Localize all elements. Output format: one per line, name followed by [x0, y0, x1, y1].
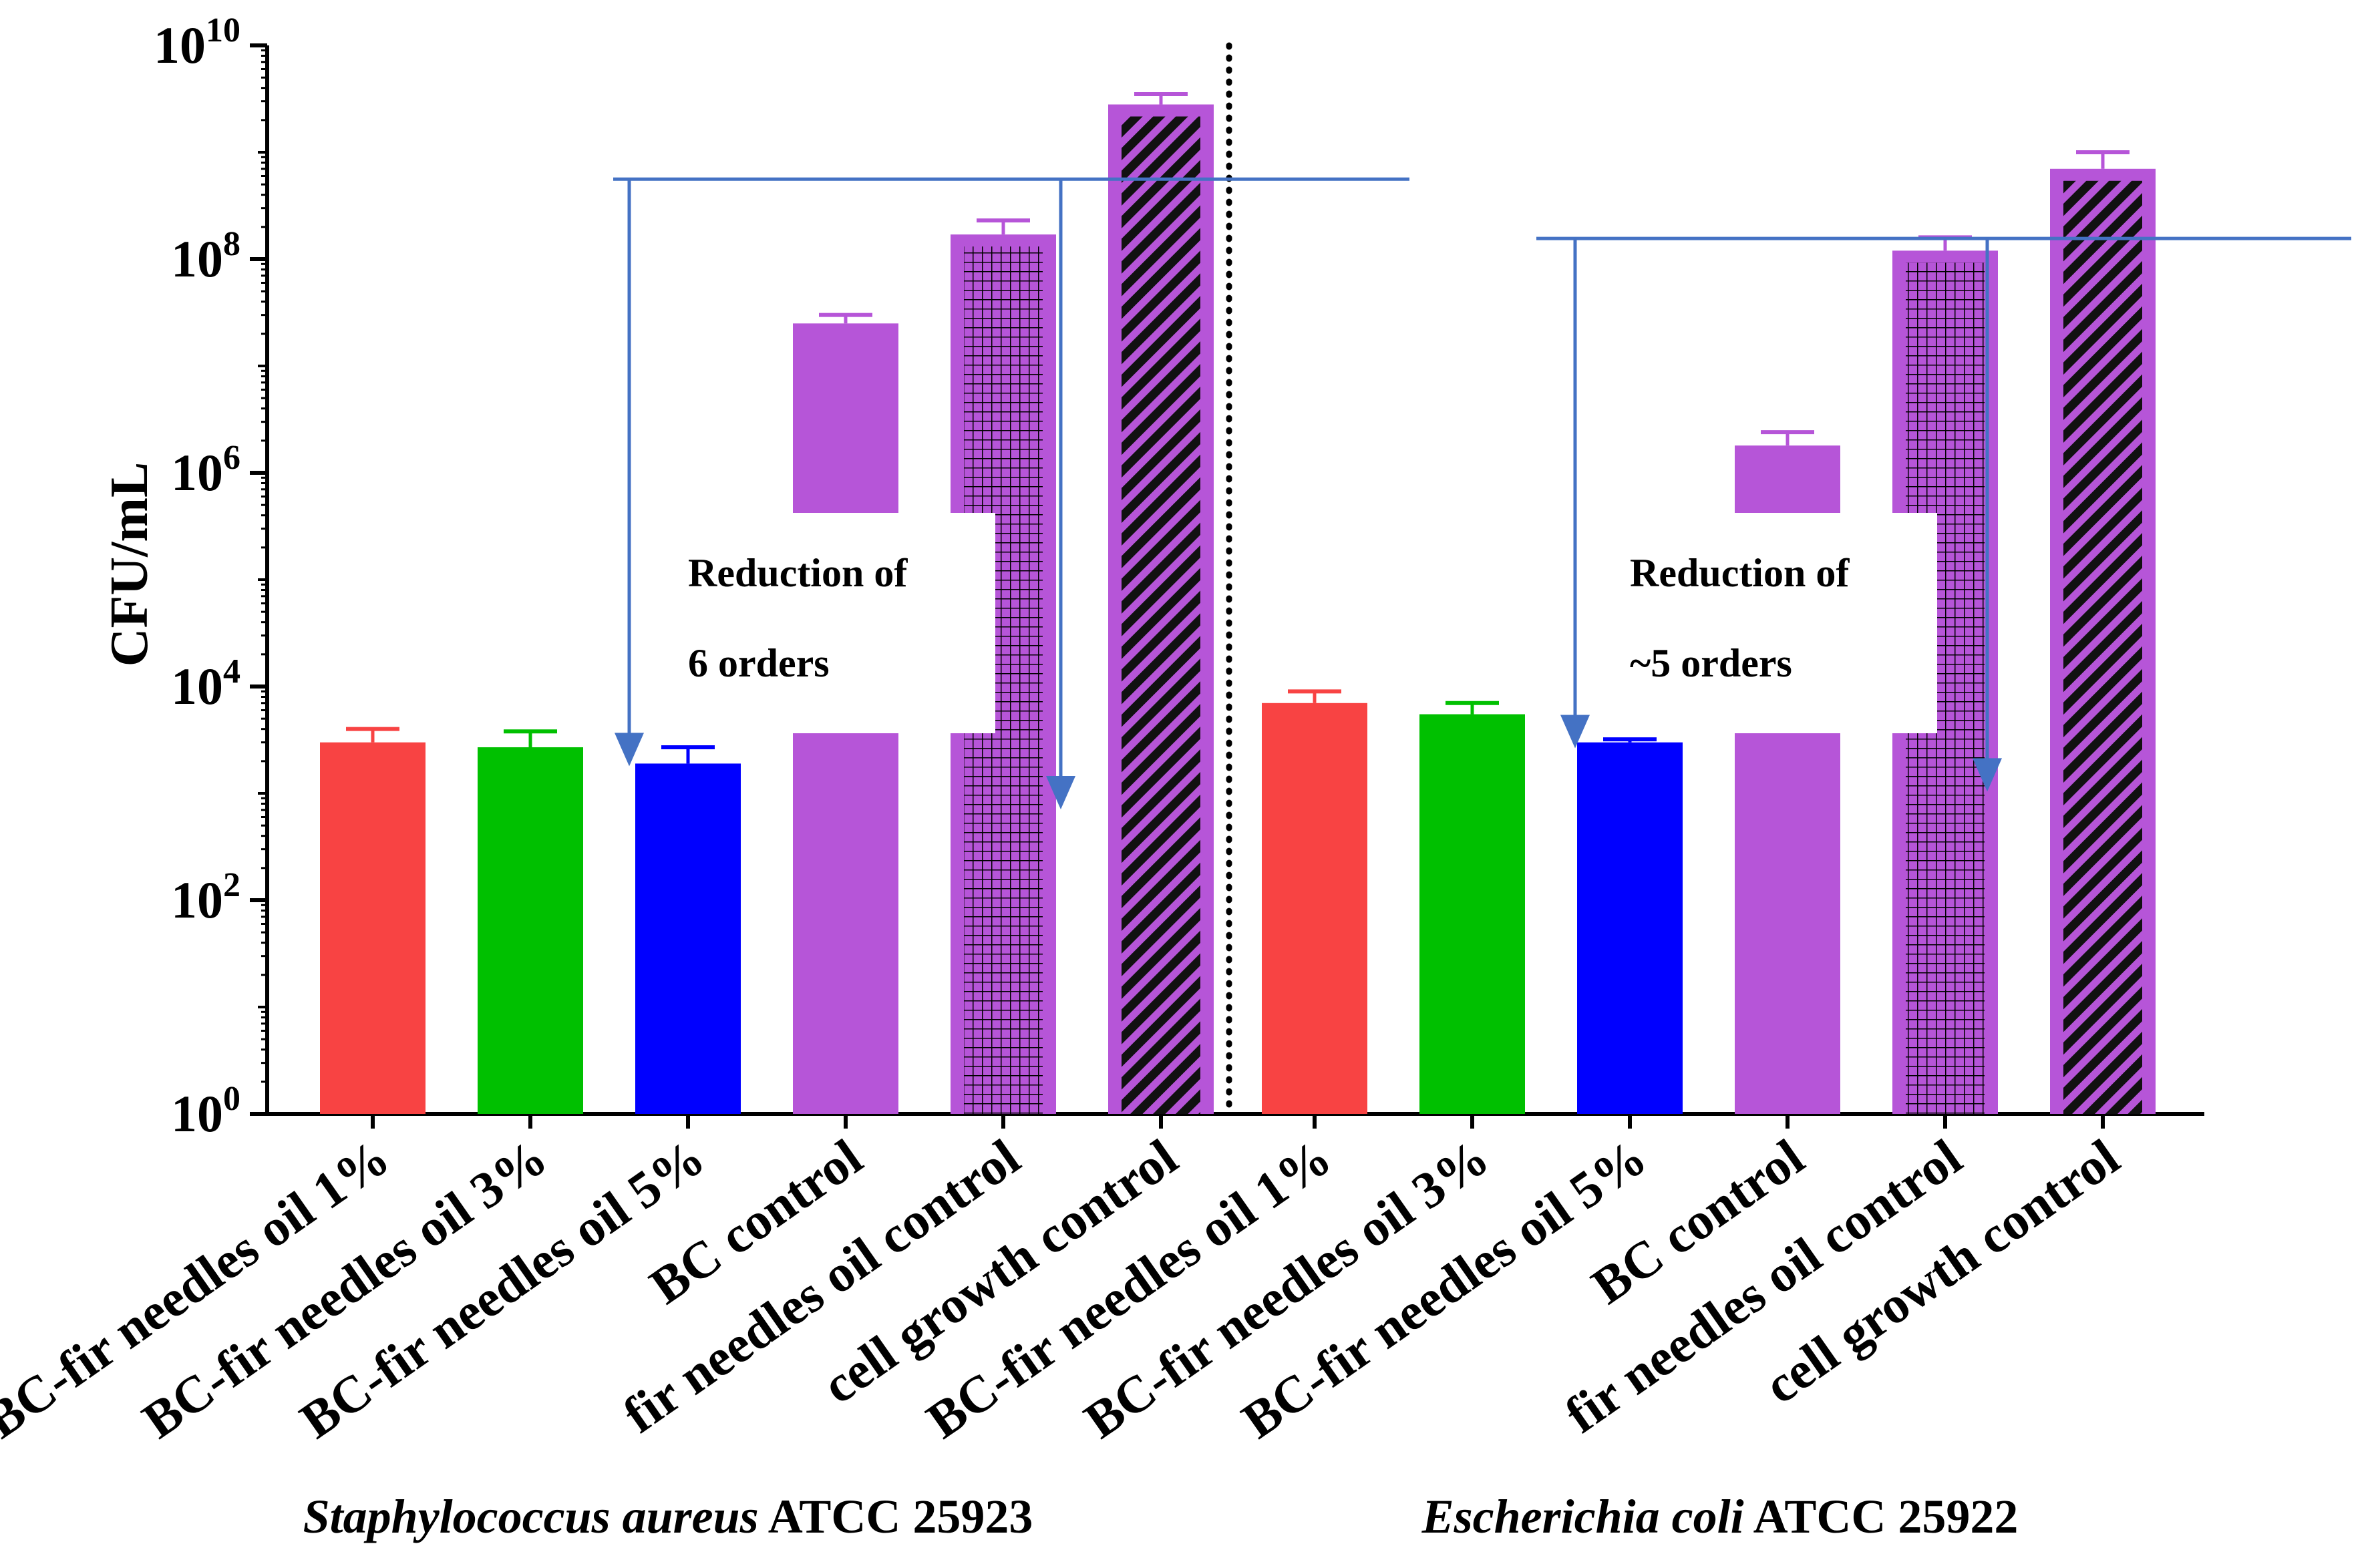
group-label-1-italic: Staphylococcus aureus	[303, 1490, 759, 1543]
annotation-box	[635, 513, 995, 733]
bar	[1577, 742, 1683, 1114]
reduction-arrow-head	[615, 733, 644, 767]
y-axis-title: CFU/mL	[100, 462, 159, 667]
bar	[320, 742, 426, 1114]
bar-hatch	[2063, 180, 2142, 1114]
group-label-2-rest: ATCC 25922	[1744, 1490, 2019, 1543]
annotation-box	[1576, 513, 1937, 733]
reduction-arrow-head	[1046, 775, 1075, 809]
y-tick-label: 100	[171, 1080, 240, 1143]
y-tick-label: 102	[171, 866, 240, 929]
y-tick-label: 108	[171, 225, 240, 288]
bar-hatch	[1122, 116, 1200, 1114]
annotation-line-1: Reduction of	[688, 551, 908, 595]
y-tick-label: 1010	[154, 11, 240, 74]
annotations-layer: Reduction of 6 orders Reduction of ~5 order…	[613, 177, 2351, 809]
bar	[1419, 714, 1525, 1114]
reduction-arrow-head	[1973, 758, 2002, 792]
bar	[478, 747, 583, 1114]
group-label-2: Escherichia coli ATCC 25922	[1421, 1490, 2019, 1543]
group-label-1-rest: ATCC 25923	[759, 1490, 1033, 1543]
y-axis: 100 102 104 106 108 1010	[154, 11, 269, 1143]
y-tick-label: 104	[171, 652, 240, 715]
bar	[635, 763, 741, 1114]
annotation-line-2: ~5 orders	[1630, 641, 1792, 685]
bar	[1262, 703, 1367, 1114]
group-label-1: Staphylococcus aureus ATCC 25923	[303, 1490, 1033, 1543]
y-tick-label: 106	[171, 439, 240, 502]
reduction-arrow-head	[1560, 715, 1590, 749]
x-axis: BC-fir needles oil 1%BC-fir needles oil …	[0, 1112, 2204, 1449]
annotation-line-1: Reduction of	[1630, 551, 1850, 595]
annotation-line-2: 6 orders	[688, 641, 830, 685]
group-label-2-italic: Escherichia coli	[1421, 1490, 1744, 1543]
